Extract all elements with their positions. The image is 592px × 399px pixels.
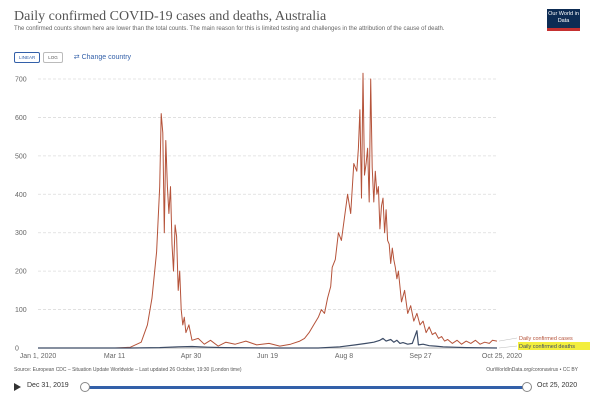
linear-scale-toggle[interactable]: LINEAR (14, 51, 41, 63)
legend-leader-1 (498, 345, 518, 349)
x-tick-label-3: Jun 19 (257, 353, 278, 360)
play-icon[interactable] (14, 383, 21, 391)
chart-controls: LINEAR LOG ⇄ Change country (14, 51, 131, 63)
timeline-start-label: Dec 31, 2019 (27, 382, 69, 389)
x-tick-label-6: Oct 25, 2020 (482, 353, 522, 360)
y-tick-label-100: 100 (15, 307, 27, 314)
x-tick-label-5: Sep 27 (409, 353, 431, 360)
y-tick-label-700: 700 (15, 77, 27, 84)
chart-footer: Source: European CDC – Situation Update … (14, 367, 578, 377)
timeline-slider: Dec 31, 2019 Oct 25, 2020 (14, 381, 580, 395)
source-note: Source: European CDC – Situation Update … (14, 367, 242, 373)
change-country-button[interactable]: ⇄ Change country (74, 53, 131, 61)
y-tick-label-200: 200 (15, 269, 27, 276)
change-country-label: Change country (81, 54, 132, 61)
logo-accent-bar (547, 28, 580, 31)
y-tick-label-400: 400 (15, 192, 27, 199)
change-country-icon: ⇄ (73, 54, 80, 61)
x-tick-label-2: Apr 30 (181, 353, 202, 360)
timeline-end-handle[interactable] (522, 382, 532, 392)
x-tick-label-0: Jan 1, 2020 (20, 353, 57, 360)
legend-label-1: Daily confirmed deaths (519, 344, 575, 350)
y-tick-label-300: 300 (15, 230, 27, 237)
logo-text: Our World in Data (548, 11, 579, 24)
owid-logo[interactable]: Our World in Data (547, 9, 580, 31)
timeline-start-handle[interactable] (80, 382, 90, 392)
chart-subtitle: The confirmed counts shown here are lowe… (14, 26, 445, 32)
legend-leader-0 (498, 337, 518, 342)
timeline-end-label: Oct 25, 2020 (537, 382, 578, 389)
log-scale-toggle[interactable]: LOG (43, 51, 63, 63)
series-line-0 (38, 72, 498, 349)
x-tick-label-4: Aug 8 (335, 353, 353, 360)
legend-label-0: Daily confirmed cases (519, 336, 573, 342)
series-line-1 (38, 330, 498, 349)
timeline-track[interactable] (85, 386, 527, 389)
chart-title: Daily confirmed COVID-19 cases and death… (14, 9, 327, 24)
license-note: OurWorldInData.org/coronavirus • CC BY (486, 367, 578, 373)
y-tick-label-500: 500 (15, 153, 27, 160)
x-tick-label-1: Mar 11 (104, 353, 125, 360)
legend-highlight (518, 342, 590, 350)
y-tick-label-0: 0 (15, 346, 19, 353)
y-tick-label-600: 600 (15, 115, 27, 122)
